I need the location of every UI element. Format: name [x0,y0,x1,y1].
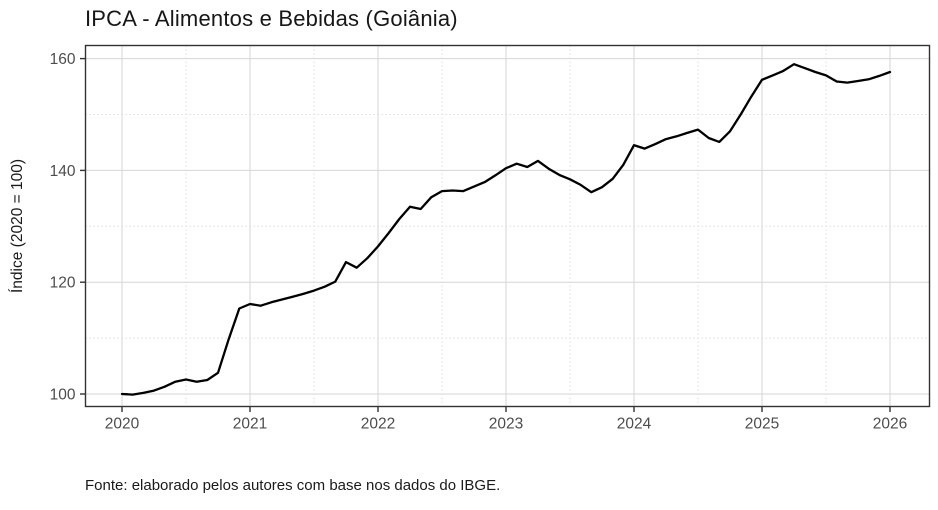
gridlines-minor [85,45,930,407]
y-axis-label: Índice (2020 = 100) [9,159,26,293]
gridlines-major [85,45,930,407]
y-tick-label: 140 [50,163,76,180]
chart-title: IPCA - Alimentos e Bebidas (Goiânia) [85,6,458,31]
y-axis-tick-labels: 100 120 140 160 [50,51,76,403]
y-tick-label: 160 [50,51,76,68]
axis-tick-marks [80,57,891,412]
x-tick-label: 2020 [105,416,140,433]
x-tick-label: 2026 [873,416,907,433]
x-tick-label: 2024 [617,416,652,433]
x-tick-label: 2022 [361,416,395,433]
y-tick-label: 120 [50,275,76,292]
plot-panel-border [84,44,931,408]
y-tick-label: 100 [50,386,76,403]
x-tick-label: 2021 [233,416,267,433]
source-note: Fonte: elaborado pelos autores com base … [85,477,501,494]
x-axis-tick-labels: 2020 2021 2022 2023 2024 2025 2026 [105,416,907,433]
series-line-ipca [120,63,892,396]
x-tick-label: 2023 [489,416,523,433]
x-tick-label: 2025 [745,416,779,433]
